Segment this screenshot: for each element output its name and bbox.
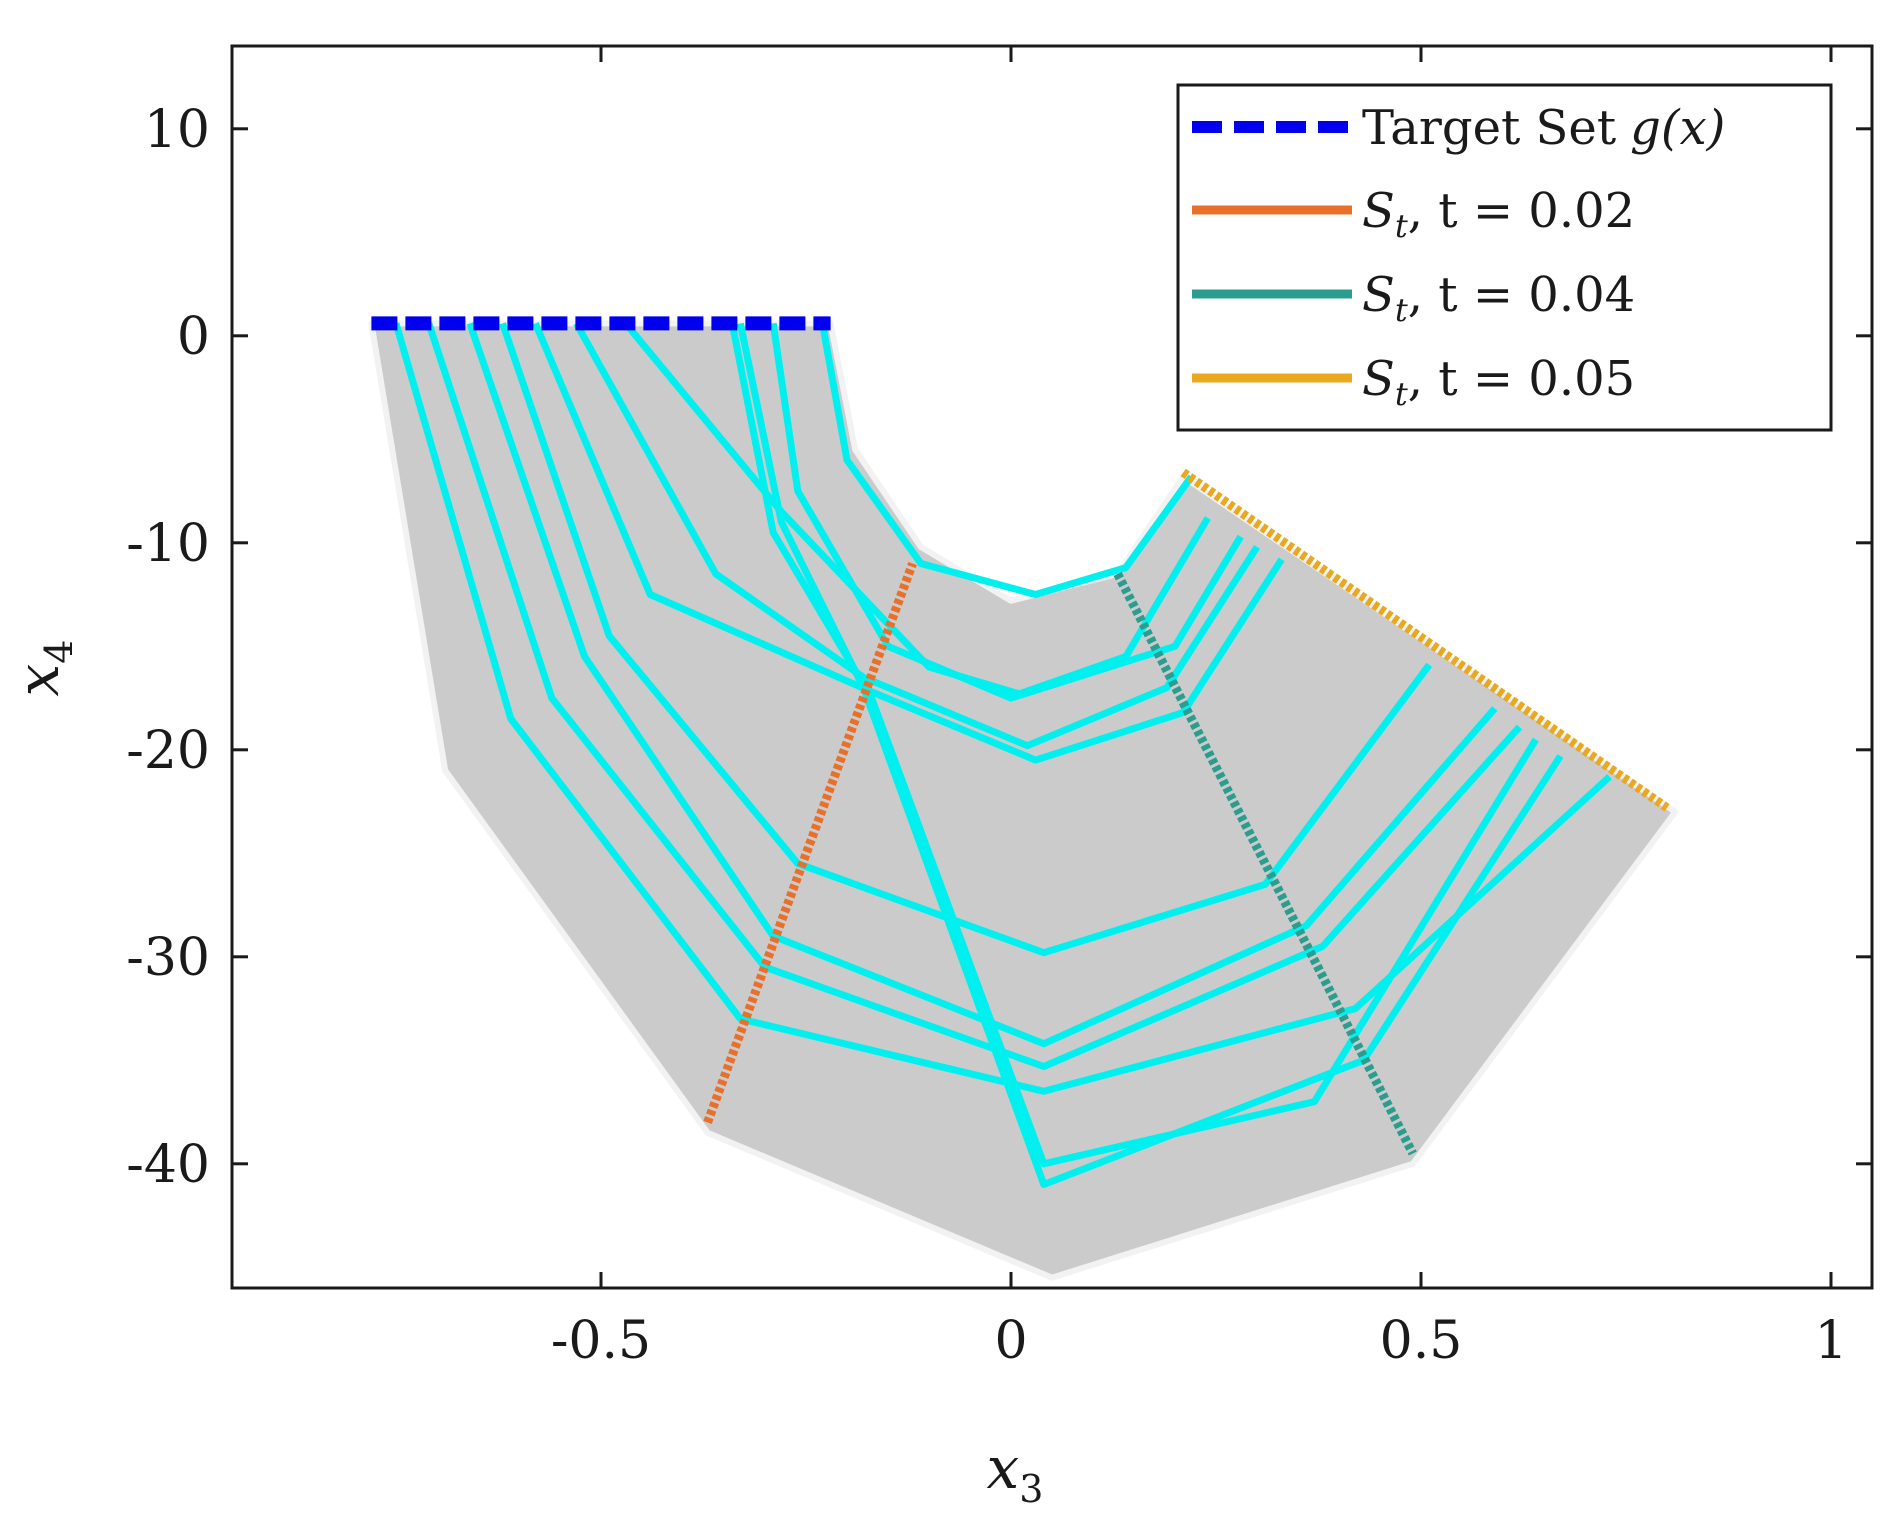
trajectory-line-3 [466, 322, 1498, 1048]
legend-entry-target: Target Set g(x) [1362, 100, 1725, 156]
trajectory-line-9 [736, 322, 1564, 1188]
ticks: -0.5 0 0.5 1 10 0 -10 -20 -30 -40 [126, 46, 1872, 1371]
trajectory-line-5 [532, 322, 1285, 764]
x-tick-label: 1 [1814, 1311, 1847, 1371]
trajectory-line-4 [499, 322, 1433, 957]
x-axis-label-sub: 3 [1019, 1467, 1043, 1511]
legend-s004-tail: , t = 0.04 [1408, 267, 1635, 323]
legend-entry-s004: St, t = 0.04 [1362, 267, 1635, 329]
y-axis-label: x4 [4, 640, 81, 697]
series-s002-line [703, 561, 917, 1124]
y-tick-label: 0 [177, 307, 210, 367]
legend-target-label: Target Set [1362, 100, 1616, 156]
x-axis-label-main: x [987, 1434, 1020, 1502]
y-tick-label: 10 [144, 100, 210, 160]
y-tick-label: -10 [126, 514, 210, 574]
trajectory-line-6 [573, 321, 1260, 750]
legend-s005-sub: t [1395, 375, 1408, 413]
trajectory-line-11 [818, 322, 1195, 598]
legend-s004-label: S [1362, 267, 1395, 323]
legend-s002-label: S [1362, 183, 1395, 239]
legend-entry-s005: St, t = 0.05 [1362, 351, 1635, 413]
legend-s002-tail: , t = 0.02 [1408, 183, 1635, 239]
legend-entry-s002: St, t = 0.02 [1362, 183, 1635, 245]
series-s005-line [1180, 468, 1670, 812]
y-axis-label-sub: 4 [37, 640, 81, 664]
y-tick-label: -40 [126, 1135, 210, 1195]
series-s004-line [1113, 571, 1417, 1156]
plot-area [368, 316, 1679, 1281]
legend-s002-sub: t [1395, 207, 1408, 245]
axes-frame [230, 44, 1874, 1290]
trajectory-line-2 [425, 322, 1523, 1070]
legend-s005-label: S [1362, 351, 1395, 407]
x-axis-label: x3 [987, 1434, 1044, 1511]
x-tick-label: 0 [994, 1311, 1027, 1371]
legend-s004-sub: t [1395, 291, 1408, 329]
x-tick-label: 0.5 [1380, 1311, 1463, 1371]
legend: Target Set g(x) St, t = 0.02 St, t = 0.04… [1176, 83, 1833, 432]
y-tick-label: -30 [126, 928, 210, 988]
x-tick-label: -0.5 [551, 1311, 651, 1371]
y-tick-label: -20 [126, 721, 210, 781]
legend-s005-tail: , t = 0.05 [1408, 351, 1635, 407]
legend-box [1176, 83, 1833, 432]
y-axis-label-main: x [4, 664, 72, 697]
trajectory-line-10 [769, 322, 1244, 702]
legend-target-math: g(x) [1630, 100, 1725, 156]
